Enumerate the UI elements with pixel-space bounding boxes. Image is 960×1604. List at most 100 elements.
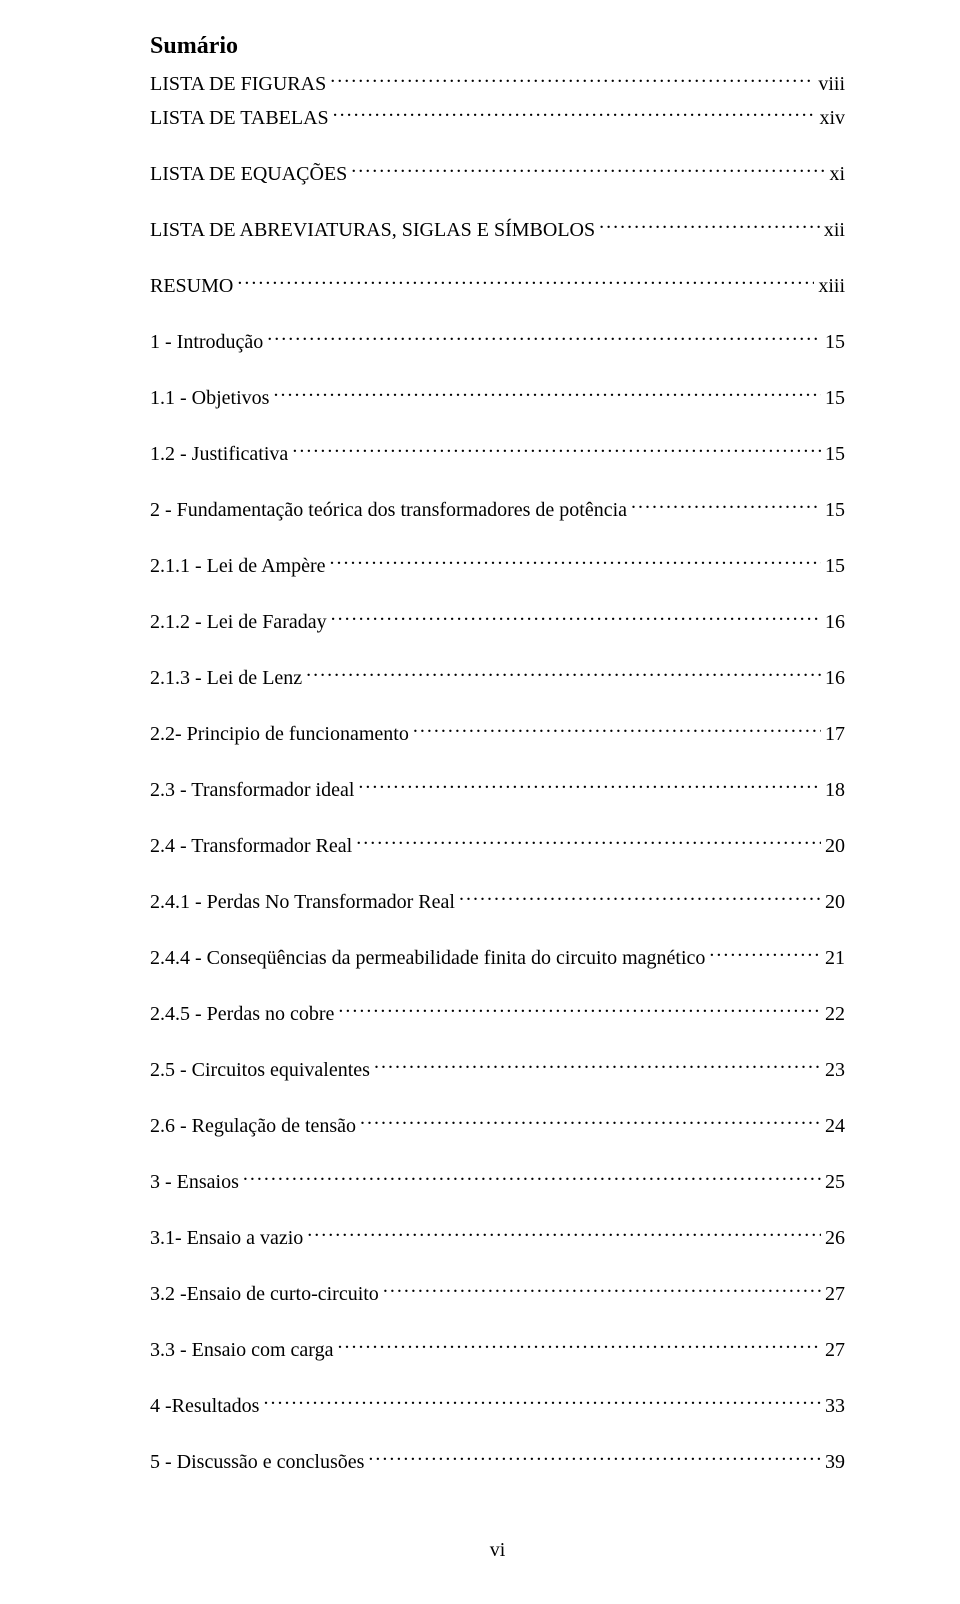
toc-entry: 1.2 - Justificativa 15 (150, 440, 845, 468)
toc-leader-dots (459, 888, 821, 908)
toc-leader-dots (267, 328, 821, 348)
toc-entry: 2.4.4 - Conseqüências da permeabilidade … (150, 944, 845, 972)
toc-entry-label: 3.1- Ensaio a vazio (150, 1224, 303, 1252)
toc-entry-page: 16 (825, 608, 845, 636)
toc-entry-page: 15 (825, 496, 845, 524)
toc-entry-page: 15 (825, 440, 845, 468)
toc-entry-page: 18 (825, 776, 845, 804)
toc-leader-dots (307, 1224, 821, 1244)
toc-entry-label: 2.1.2 - Lei de Faraday (150, 608, 327, 636)
toc-entry-label: LISTA DE FIGURAS (150, 70, 326, 98)
toc-leader-dots (599, 216, 820, 236)
toc-entry: 3.3 - Ensaio com carga 27 (150, 1336, 845, 1364)
toc-entry-label: 2.6 - Regulação de tensão (150, 1112, 356, 1140)
toc-entry-label: 1.1 - Objetivos (150, 384, 269, 412)
toc-entry: 2 - Fundamentação teórica dos transforma… (150, 496, 845, 524)
toc-entry: 2.5 - Circuitos equivalentes 23 (150, 1056, 845, 1084)
toc-entry-page: 27 (825, 1336, 845, 1364)
toc-entry: 2.3 - Transformador ideal 18 (150, 776, 845, 804)
toc-entry-page: 24 (825, 1112, 845, 1140)
toc-entry-page: 20 (825, 888, 845, 916)
toc-leader-dots (330, 70, 814, 90)
toc-entry-label: 5 - Discussão e conclusões (150, 1448, 364, 1476)
toc-entry: 2.6 - Regulação de tensão 24 (150, 1112, 845, 1140)
toc-entry-page: 26 (825, 1224, 845, 1252)
toc-entry: 1 - Introdução 15 (150, 328, 845, 356)
toc-entry-page: xi (829, 160, 845, 188)
toc-entry-label: 2 - Fundamentação teórica dos transforma… (150, 496, 627, 524)
toc-leader-dots (358, 776, 821, 796)
toc-entry: 2.1.2 - Lei de Faraday 16 (150, 608, 845, 636)
toc-entry: 2.1.1 - Lei de Ampère 15 (150, 552, 845, 580)
toc-leader-dots (337, 1336, 821, 1356)
toc-entry-label: 2.2- Principio de funcionamento (150, 720, 409, 748)
toc-entry-label: 2.1.1 - Lei de Ampère (150, 552, 326, 580)
toc-entry-page: xiii (818, 272, 845, 300)
toc-entry-page: 15 (825, 552, 845, 580)
toc-entry-page: 27 (825, 1280, 845, 1308)
toc-entry: 4 -Resultados 33 (150, 1392, 845, 1420)
toc-entry-label: 2.4.5 - Perdas no cobre (150, 1000, 334, 1028)
toc-leader-dots (709, 944, 821, 964)
toc-leader-dots (330, 552, 822, 572)
toc-entry-page: 15 (825, 328, 845, 356)
toc-entry: RESUMO xiii (150, 272, 845, 300)
toc-entry-label: LISTA DE ABREVIATURAS, SIGLAS E SÍMBOLOS (150, 216, 595, 244)
toc-entry-page: 20 (825, 832, 845, 860)
toc-entry: 2.4.5 - Perdas no cobre 22 (150, 1000, 845, 1028)
toc-entry-label: 2.4.1 - Perdas No Transformador Real (150, 888, 455, 916)
toc-entry-page: 17 (825, 720, 845, 748)
toc-entry-label: 2.4.4 - Conseqüências da permeabilidade … (150, 944, 705, 972)
toc-entry: 2.4.1 - Perdas No Transformador Real 20 (150, 888, 845, 916)
toc-entry-label: 3 - Ensaios (150, 1168, 239, 1196)
toc-entry-page: xii (824, 216, 845, 244)
toc-leader-dots (368, 1448, 821, 1468)
toc-entry-page: 15 (825, 384, 845, 412)
toc-leader-dots (383, 1280, 821, 1300)
toc-leader-dots (631, 496, 821, 516)
toc-leader-dots (263, 1392, 821, 1412)
toc-entry: LISTA DE FIGURAS viii (150, 70, 845, 98)
toc-leader-dots (333, 104, 816, 124)
toc-entry: LISTA DE EQUAÇÕES xi (150, 160, 845, 188)
toc-entry-label: 4 -Resultados (150, 1392, 259, 1420)
toc-entry-page: viii (818, 70, 845, 98)
toc-leader-dots (273, 384, 821, 404)
toc-entry-label: 1.2 - Justificativa (150, 440, 288, 468)
page-number-footer: vi (150, 1536, 845, 1564)
toc-entry: 2.1.3 - Lei de Lenz 16 (150, 664, 845, 692)
toc-leader-dots (292, 440, 821, 460)
toc-leader-dots (360, 1112, 821, 1132)
toc-entry-page: 16 (825, 664, 845, 692)
toc-entry-page: xiv (819, 104, 845, 132)
toc-entry-page: 25 (825, 1168, 845, 1196)
toc-leader-dots (243, 1168, 821, 1188)
toc-leader-dots (331, 608, 821, 628)
toc-entry-page: 23 (825, 1056, 845, 1084)
toc-entry-page: 39 (825, 1448, 845, 1476)
toc-entry-label: 1 - Introdução (150, 328, 263, 356)
toc-leader-dots (338, 1000, 821, 1020)
toc-leader-dots (374, 1056, 821, 1076)
toc-entry-label: 2.1.3 - Lei de Lenz (150, 664, 302, 692)
toc-entry-label: 2.5 - Circuitos equivalentes (150, 1056, 370, 1084)
toc-leader-dots (413, 720, 821, 740)
toc-entry-page: 22 (825, 1000, 845, 1028)
toc-entry: 2.4 - Transformador Real 20 (150, 832, 845, 860)
table-of-contents: LISTA DE FIGURAS viii LISTA DE TABELAS xi… (150, 70, 845, 1476)
toc-leader-dots (306, 664, 821, 684)
toc-leader-dots (356, 832, 821, 852)
toc-leader-dots (237, 272, 814, 292)
toc-entry: LISTA DE TABELAS xiv (150, 104, 845, 132)
toc-entry: 1.1 - Objetivos 15 (150, 384, 845, 412)
toc-entry: 3.2 -Ensaio de curto-circuito 27 (150, 1280, 845, 1308)
toc-entry-label: 2.4 - Transformador Real (150, 832, 352, 860)
toc-entry: LISTA DE ABREVIATURAS, SIGLAS E SÍMBOLOS… (150, 216, 845, 244)
toc-entry-label: 3.3 - Ensaio com carga (150, 1336, 333, 1364)
toc-entry-page: 21 (825, 944, 845, 972)
toc-entry-page: 33 (825, 1392, 845, 1420)
toc-entry: 3 - Ensaios 25 (150, 1168, 845, 1196)
toc-entry: 5 - Discussão e conclusões 39 (150, 1448, 845, 1476)
toc-leader-dots (351, 160, 825, 180)
toc-entry-label: 3.2 -Ensaio de curto-circuito (150, 1280, 379, 1308)
